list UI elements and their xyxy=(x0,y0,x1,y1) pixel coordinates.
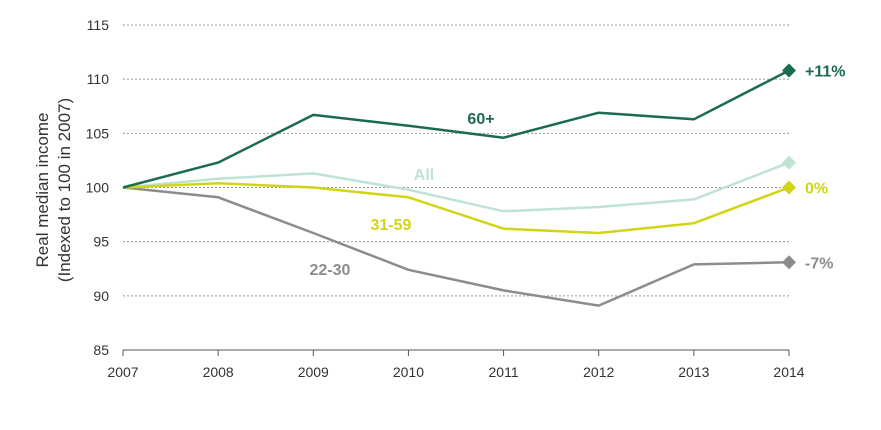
x-tick-label-2010: 2010 xyxy=(393,364,424,380)
y-tick-label-110: 110 xyxy=(87,71,110,87)
series-line-All xyxy=(122,161,790,213)
series-lines xyxy=(122,63,796,307)
gridlines xyxy=(123,24,789,297)
series-label-All: All xyxy=(414,167,434,184)
x-tick-label-2014: 2014 xyxy=(773,364,804,380)
end-label-60+: +11% xyxy=(805,64,845,81)
x-tick-label-2012: 2012 xyxy=(583,364,614,380)
x-tick-label-2008: 2008 xyxy=(203,364,234,380)
y-axis-label-line2: (Indexed to 100 in 2007) xyxy=(55,98,74,282)
x-tick-label-2011: 2011 xyxy=(489,364,519,380)
series-line-22-30 xyxy=(122,186,790,307)
end-label-22-30: -7% xyxy=(805,255,833,272)
y-tick-label-95: 95 xyxy=(93,234,109,250)
x-tick-label-2013: 2013 xyxy=(678,364,709,380)
y-tick-label-105: 105 xyxy=(86,125,110,141)
y-axis-label-line1: Real median income xyxy=(33,113,52,268)
x-tick-label-2009: 2009 xyxy=(298,364,329,380)
end-marker-31-59 xyxy=(782,180,796,195)
series-label-22-30: 22-30 xyxy=(310,262,351,279)
end-marker-All xyxy=(782,155,796,170)
series-line-60+ xyxy=(122,69,790,189)
series-labels: 60+ +11% All 31-59 0% 22-30 -7% xyxy=(310,64,846,280)
series-label-31-59: 31-59 xyxy=(371,217,412,234)
end-label-31-59: 0% xyxy=(805,181,828,198)
y-tick-label-85: 85 xyxy=(93,342,109,358)
y-tick-label-90: 90 xyxy=(93,288,109,304)
y-tick-label-100: 100 xyxy=(86,180,110,196)
axes: 85 90 95 100 105 110 115 2007 2008 2009 2010 2011 20… xyxy=(86,17,805,380)
series-label-60+: 60+ xyxy=(467,111,494,128)
x-tick-label-2007: 2007 xyxy=(107,364,138,380)
series-line-31-59 xyxy=(122,181,790,235)
end-marker-22-30 xyxy=(782,255,796,270)
end-marker-60+ xyxy=(782,63,796,78)
y-tick-label-115: 115 xyxy=(87,17,110,33)
